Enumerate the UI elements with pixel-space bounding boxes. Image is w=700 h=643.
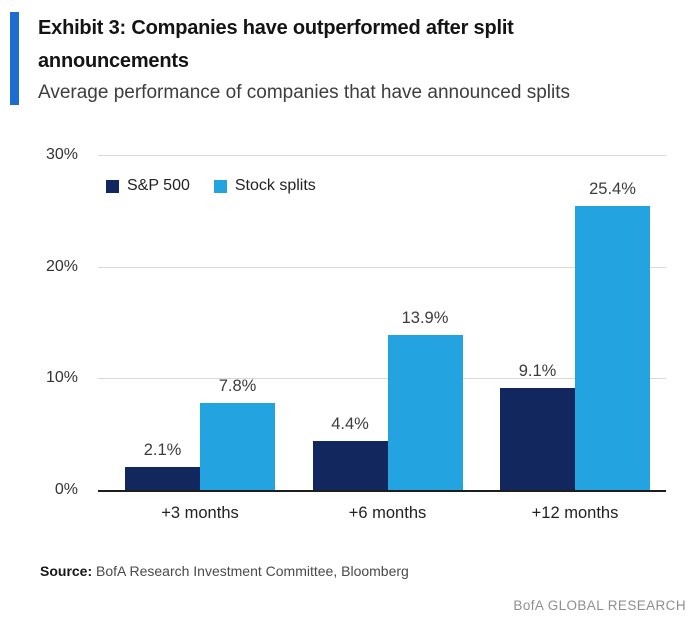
- bar-stock-splits: [575, 206, 650, 490]
- bar-s-p-500: [500, 388, 575, 490]
- y-tick-label: 0%: [54, 481, 78, 498]
- bar-value-label: 25.4%: [589, 180, 636, 199]
- bar-value-label: 2.1%: [143, 440, 182, 459]
- bar-value-label: 9.1%: [518, 362, 557, 381]
- x-tick-label: +6 months: [348, 504, 427, 522]
- bar-value-label: 13.9%: [401, 308, 449, 327]
- brand-footer: BofA GLOBAL RESEARCH: [513, 598, 686, 613]
- gridline-20%: [98, 266, 666, 268]
- bar-group--6-months: 4.4% 13.9%: [312, 155, 463, 490]
- header: Exhibit 3: Companies have outperformed a…: [38, 12, 658, 106]
- plot-area: S&P 500 Stock splits 2.1% 7.8% 4.4% 13.9% 9.1%…: [98, 155, 666, 492]
- bar-stock-splits: [200, 402, 275, 490]
- legend-label: S&P 500: [127, 177, 190, 194]
- accent-bar: [10, 12, 19, 105]
- legend: S&P 500 Stock splits: [106, 177, 316, 195]
- legend-swatch-icon: [213, 179, 227, 193]
- legend-swatch-icon: [106, 179, 119, 193]
- bar-stock-splits: [387, 334, 463, 490]
- legend-item-s-p-500: S&P 500: [106, 177, 190, 195]
- bar-s-p-500: [125, 466, 200, 490]
- gridline-30%: [98, 155, 666, 156]
- bar-value-label: 7.8%: [218, 376, 257, 395]
- legend-item-stock-splits: Stock splits: [213, 177, 316, 195]
- y-tick-label: 20%: [45, 257, 78, 275]
- gridline-10%: [98, 378, 666, 380]
- y-tick-label: 30%: [45, 146, 78, 163]
- bar-group--12-months: 9.1% 25.4%: [500, 155, 650, 490]
- bar-value-label: 4.4%: [331, 414, 369, 433]
- legend-label: Stock splits: [234, 177, 316, 194]
- bar-group--3-months: 2.1% 7.8%: [125, 155, 275, 490]
- exhibit-title: Exhibit 3: Companies have outperformed a…: [38, 17, 514, 72]
- x-tick-label: +12 months: [531, 504, 619, 522]
- bar-s-p-500: [312, 440, 388, 490]
- y-tick-label: 10%: [45, 369, 78, 387]
- x-tick-label: +3 months: [161, 504, 239, 522]
- source-line: Source: BofA Research Investment Committ…: [40, 563, 409, 579]
- source-text: BofA Research Investment Committee, Bloo…: [96, 563, 409, 579]
- source-label: Source:: [40, 563, 93, 579]
- exhibit-subtitle: Average performance of companies that ha…: [38, 82, 570, 103]
